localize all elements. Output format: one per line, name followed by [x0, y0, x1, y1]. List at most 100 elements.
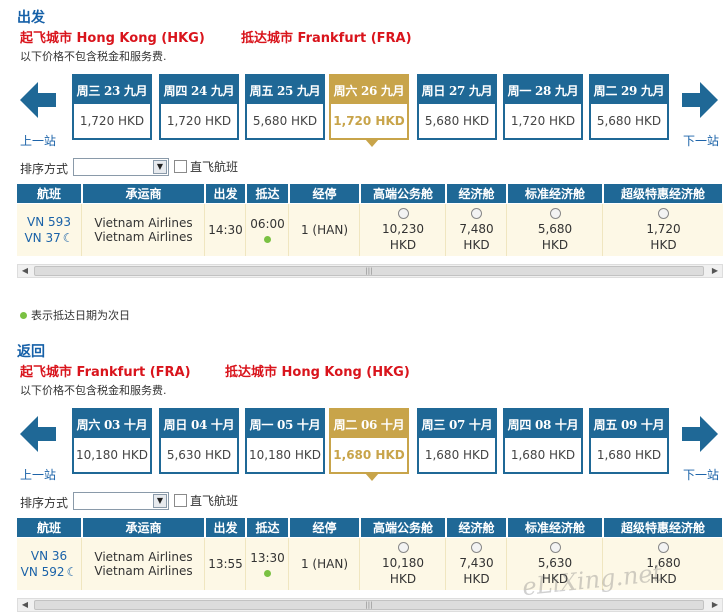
scroll-right-icon[interactable]: ▶ [711, 600, 719, 609]
date-label: 周日 27 九月 [419, 76, 495, 104]
chevron-down-icon[interactable]: ▼ [153, 160, 167, 174]
fare-currency: HKD [463, 237, 490, 252]
fare-currency: HKD [650, 237, 677, 252]
prev-dates-arrow-icon[interactable] [18, 414, 58, 454]
date-tile[interactable]: 周六 26 九月 1,720 HKD [329, 74, 409, 147]
date-tile[interactable]: 周五 25 九月 5,680 HKD [245, 74, 325, 140]
scroll-left-icon[interactable]: ◀ [21, 600, 29, 609]
prev-dates-link[interactable]: 上一站 [20, 134, 57, 148]
horizontal-scrollbar[interactable]: ◀ ||| ▶ [17, 598, 723, 612]
scroll-thumb[interactable]: ||| [34, 266, 704, 276]
fare-radio[interactable] [549, 207, 561, 219]
flight-number[interactable]: VN 37 ☾ [24, 231, 74, 245]
return-section: 返回 起飞城市 Frankfurt (FRA) 抵达城市 Hong Kong (… [0, 334, 723, 616]
nonstop-filter[interactable]: 直飞航班 [174, 158, 238, 175]
date-tile[interactable]: 周一 05 十月 10,180 HKD [245, 408, 325, 474]
date-label: 周六 03 十月 [74, 410, 150, 438]
depart-cell: 13:55 [206, 538, 246, 590]
date-tile[interactable]: 周四 24 九月 1,720 HKD [159, 74, 239, 140]
date-tile[interactable]: 周四 08 十月 1,680 HKD [503, 408, 583, 474]
scroll-right-icon[interactable]: ▶ [711, 266, 719, 275]
horizontal-scrollbar[interactable]: ◀ ||| ▶ [17, 264, 723, 278]
fare-currency: HKD [650, 571, 677, 586]
date-price: 5,680 HKD [596, 114, 662, 128]
date-tile[interactable]: 周一 28 九月 1,720 HKD [503, 74, 583, 140]
column-header: 航班 [17, 184, 82, 203]
nonstop-checkbox[interactable] [174, 160, 187, 173]
nonstop-label: 直飞航班 [190, 494, 239, 508]
sort-select[interactable]: ▼ [73, 492, 169, 510]
date-tile[interactable]: 周二 06 十月 1,680 HKD [329, 408, 409, 481]
arrive-cell: 06:00 [247, 204, 289, 256]
section-title: 出发 [17, 10, 45, 26]
date-price: 5,630 HKD [166, 448, 232, 462]
flight-number[interactable]: VN 36 [30, 549, 68, 563]
date-label: 周一 28 九月 [505, 76, 581, 104]
date-label: 周日 04 十月 [161, 410, 237, 438]
date-label: 周五 25 九月 [247, 76, 323, 104]
fare-radio[interactable] [397, 207, 409, 219]
scroll-thumb[interactable]: ||| [34, 600, 704, 610]
fare-cell: 1,680 HKD [604, 538, 723, 590]
sort-label: 排序方式 [20, 496, 69, 510]
flight-cell: VN 36 VN 592 ☾ [17, 538, 82, 590]
date-tile[interactable]: 周二 29 九月 5,680 HKD [589, 74, 669, 140]
date-label: 周五 09 十月 [591, 410, 667, 438]
column-header: 航班 [17, 518, 82, 537]
sort-label: 排序方式 [20, 162, 69, 176]
sort-select[interactable]: ▼ [73, 158, 169, 176]
column-header: 承运商 [83, 184, 205, 203]
stops: 1 (HAN) [300, 557, 349, 571]
prev-dates-arrow-icon[interactable] [18, 80, 58, 120]
legend-text: 表示抵达日期为次日 [31, 309, 130, 322]
arrive-time: 06:00 [250, 217, 285, 231]
depart-time: 14:30 [208, 223, 243, 237]
fare-radio[interactable] [471, 207, 482, 219]
next-dates-link[interactable]: 下一站 [683, 468, 720, 482]
date-tile[interactable]: 周日 27 九月 5,680 HKD [417, 74, 497, 140]
date-tile[interactable]: 周三 07 十月 1,680 HKD [417, 408, 497, 474]
fare-radio[interactable] [471, 541, 482, 553]
nonstop-filter[interactable]: 直飞航班 [174, 492, 238, 509]
table-row: VN 36 VN 592 ☾ Vietnam Airlines Vietnam A… [17, 538, 723, 590]
column-header: 抵达 [247, 518, 289, 537]
fare-amount: 10,230 [382, 221, 424, 236]
fare-amount: 7,480 [459, 221, 494, 236]
fare-radio[interactable] [549, 541, 561, 553]
next-day-dot-icon [264, 570, 271, 577]
date-tile[interactable]: 周三 23 九月 1,720 HKD [72, 74, 152, 140]
date-price: 10,180 HKD [249, 448, 321, 462]
overnight-moon-icon: ☾ [66, 565, 78, 579]
date-price: 5,680 HKD [252, 114, 318, 128]
next-dates-arrow-icon[interactable] [680, 80, 720, 120]
date-tile[interactable]: 周六 03 十月 10,180 HKD [72, 408, 152, 474]
carrier-cell: Vietnam Airlines Vietnam Airlines [83, 538, 205, 590]
flight-number[interactable]: VN 593 [27, 215, 71, 229]
fare-radio[interactable] [397, 541, 409, 553]
stops-cell: 1 (HAN) [290, 538, 360, 590]
fare-radio[interactable] [658, 541, 669, 553]
fare-cell: 1,720 HKD [604, 204, 723, 256]
next-dates-arrow-icon[interactable] [680, 414, 720, 454]
overnight-moon-icon: ☾ [62, 231, 74, 245]
price-note: 以下价格不包含税金和服务费. [20, 50, 167, 63]
date-label: 周二 29 九月 [591, 76, 667, 104]
prev-dates-link[interactable]: 上一站 [20, 468, 57, 482]
date-tile[interactable]: 周日 04 十月 5,630 HKD [159, 408, 239, 474]
chevron-down-icon[interactable]: ▼ [153, 494, 167, 508]
date-tile[interactable]: 周五 09 十月 1,680 HKD [589, 408, 669, 474]
scroll-left-icon[interactable]: ◀ [21, 266, 29, 275]
date-label: 周一 05 十月 [247, 410, 323, 438]
next-dates-link[interactable]: 下一站 [683, 134, 720, 148]
date-label: 周四 24 九月 [161, 76, 237, 104]
fare-amount: 10,180 [382, 555, 424, 570]
column-header: 经停 [290, 184, 360, 203]
fare-currency: HKD [389, 571, 417, 586]
fare-radio[interactable] [658, 207, 669, 219]
flight-number[interactable]: VN 592 ☾ [20, 565, 78, 579]
date-price: 1,720 HKD [510, 114, 576, 128]
column-header: 承运商 [83, 518, 205, 537]
column-header: 出发 [206, 518, 246, 537]
date-price: 1,720 HKD [333, 114, 405, 128]
nonstop-checkbox[interactable] [174, 494, 187, 507]
